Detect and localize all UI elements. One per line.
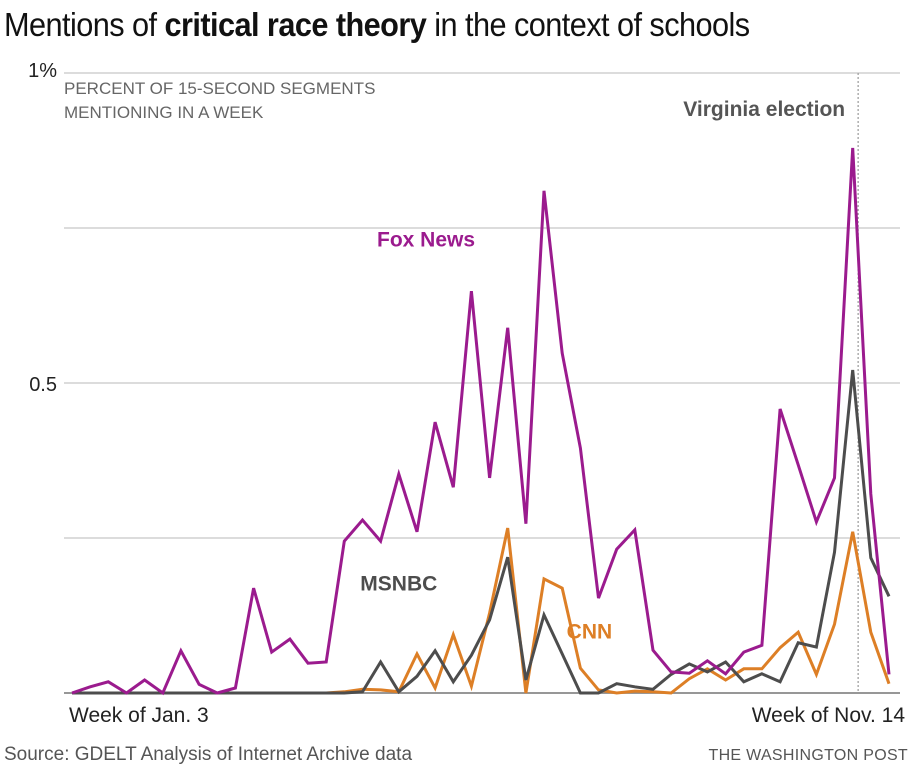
- series-line-fox-news: [71, 147, 891, 696]
- chart-title: Mentions of critical race theory in the …: [4, 6, 750, 44]
- election-marker: Virginia election: [683, 73, 859, 693]
- gridlines: [64, 72, 900, 694]
- series-label-cnn: CNN: [567, 620, 613, 643]
- series-labels: Fox News MSNBC CNN: [360, 229, 612, 644]
- x-tick-label: Week of Jan. 3: [69, 704, 209, 727]
- title-emphasis: critical race theory: [164, 6, 427, 43]
- series-line-cnn: [72, 527, 891, 695]
- title-suffix: in the context of schools: [426, 6, 750, 43]
- publisher-credit: THE WASHINGTON POST: [708, 747, 908, 764]
- series-lines: [71, 147, 891, 696]
- election-marker-label: Virginia election: [683, 98, 845, 121]
- series-line-msnbc: [72, 369, 891, 695]
- series-label-fox-news: Fox News: [377, 229, 475, 252]
- y-tick-label: 1%: [28, 60, 57, 82]
- y-axis-ticks: 1% 0.5: [28, 60, 57, 396]
- title-prefix: Mentions of: [4, 6, 165, 43]
- x-tick-label: Week of Nov. 14: [752, 704, 906, 727]
- subtitle-line-1: PERCENT OF 15-SECOND SEGMENTS: [64, 79, 375, 98]
- source-note: Source: GDELT Analysis of Internet Archi…: [4, 744, 413, 765]
- y-tick-label: 0.5: [29, 374, 57, 396]
- x-axis-ticks: Week of Jan. 3 Week of Nov. 14: [69, 704, 905, 727]
- line-chart: 1% 0.5 PERCENT OF 15-SECOND SEGMENTS MENT…: [28, 60, 905, 727]
- series-label-msnbc: MSNBC: [360, 573, 437, 596]
- subtitle-line-2: MENTIONING IN A WEEK: [64, 103, 264, 122]
